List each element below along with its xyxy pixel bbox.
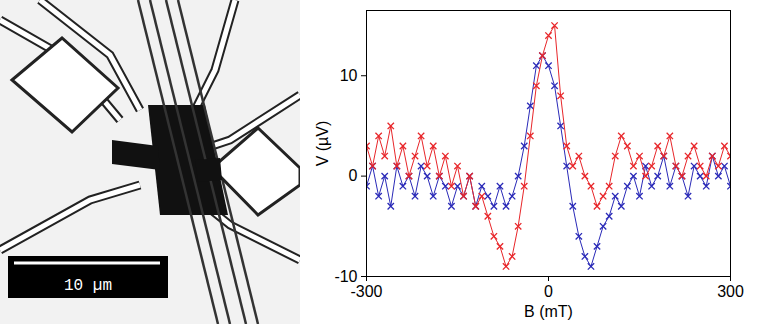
svg-text:300: 300 bbox=[717, 283, 744, 300]
svg-text:-300: -300 bbox=[350, 283, 382, 300]
svg-text:-10: -10 bbox=[334, 267, 358, 285]
svg-text:0: 0 bbox=[544, 283, 553, 300]
svg-text:V (µV): V (µV) bbox=[314, 121, 331, 167]
svg-text:10: 10 bbox=[340, 67, 358, 84]
svg-text:0: 0 bbox=[349, 167, 358, 184]
svg-text:B (mT): B (mT) bbox=[524, 303, 573, 320]
svg-text:10 µm: 10 µm bbox=[64, 277, 112, 295]
